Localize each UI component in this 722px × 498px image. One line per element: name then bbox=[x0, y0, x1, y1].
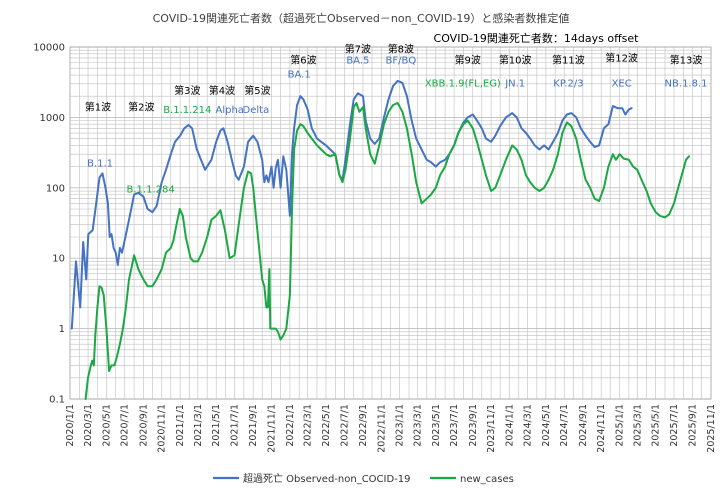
annotation-label: 第13波 bbox=[670, 54, 703, 67]
annotation-label: 第1波 bbox=[85, 101, 111, 114]
annotation-label: BA.1 bbox=[288, 69, 311, 80]
x-tick-label: 2025/5/1 bbox=[651, 404, 662, 447]
y-tick-label: 10 bbox=[52, 254, 65, 265]
new-cases-line bbox=[84, 102, 690, 400]
plot-area bbox=[69, 46, 712, 400]
x-tick-label: 2021/7/1 bbox=[230, 404, 241, 447]
annotation-label: B.1.1.214 bbox=[163, 105, 211, 116]
chart-title: COVID-19関連死亡者数（超過死亡Observed－non_COVID-19… bbox=[153, 11, 570, 25]
axes: 0.1 1 10 100 1000 10000 2020/1/1 2020/3/1 2020/5… bbox=[33, 43, 717, 453]
x-tick-label: 2020/3/1 bbox=[83, 404, 94, 447]
x-tick-label: 2022/3/1 bbox=[303, 404, 314, 447]
x-tick-label: 2020/7/1 bbox=[120, 404, 131, 447]
x-tick-label: 2020/11/1 bbox=[157, 404, 168, 453]
x-tick-label: 2020/5/1 bbox=[101, 404, 112, 447]
annotation-label: 第9波 bbox=[454, 54, 480, 67]
x-tick-label: 2023/7/1 bbox=[449, 404, 460, 447]
x-tick-label: 2022/7/1 bbox=[339, 404, 350, 447]
x-tick-label: 2020/9/1 bbox=[138, 404, 149, 447]
x-tick-label: 2022/9/1 bbox=[358, 404, 369, 447]
annotation-label: XBB.1.9(FL,EG) bbox=[425, 78, 501, 89]
annotation-label: B.1.1.284 bbox=[127, 184, 175, 195]
annotation-label: 第2波 bbox=[128, 101, 154, 114]
annotation-label: Delta bbox=[243, 105, 270, 116]
x-tick-label: 2023/9/1 bbox=[468, 404, 479, 447]
x-tick-label: 2023/11/1 bbox=[486, 404, 497, 453]
x-tick-label: 2024/11/1 bbox=[596, 404, 607, 453]
y-tick-label: 1 bbox=[59, 324, 65, 335]
annotation-label: 第5波 bbox=[244, 84, 270, 97]
annotation-label: 第12波 bbox=[605, 52, 638, 65]
x-tick-label: 2023/5/1 bbox=[431, 404, 442, 447]
x-tick-label: 2021/5/1 bbox=[211, 404, 222, 447]
x-tick-label: 2024/9/1 bbox=[578, 404, 589, 447]
x-tick-label: 2025/1/1 bbox=[615, 404, 626, 447]
annotation-label: NB.1.8.1 bbox=[665, 78, 708, 89]
annotation-label: 第10波 bbox=[499, 54, 532, 67]
annotations: 第1波 第2波 B.1.1 B.1.1.284 第3波 B.1.1.214 第4波 Alpha… bbox=[85, 42, 708, 195]
y-tick-label: 0.1 bbox=[49, 395, 65, 406]
chart-subtitle: COVID-19関連死亡者数：14days offset bbox=[434, 31, 640, 45]
legend-label-excess: 超過死亡 Observed-non_COCID-19 bbox=[243, 472, 411, 485]
annotation-label: 第11波 bbox=[552, 54, 585, 67]
x-tick-label: 2025/7/1 bbox=[669, 404, 680, 447]
x-tick-label: 2025/9/1 bbox=[688, 404, 699, 447]
x-tick-label: 2021/11/1 bbox=[267, 404, 278, 453]
legend-label-cases: new_cases bbox=[460, 474, 514, 485]
annotation-label: 第4波 bbox=[209, 84, 235, 97]
x-tick-label: 2022/5/1 bbox=[321, 404, 332, 447]
annotation-label: 第7波 bbox=[345, 42, 371, 55]
x-tick-label: 2023/1/1 bbox=[395, 404, 406, 447]
series bbox=[70, 79, 690, 400]
legend: 超過死亡 Observed-non_COCID-19 new_cases bbox=[213, 472, 514, 485]
grid bbox=[69, 46, 712, 400]
annotation-label: KP.2/3 bbox=[553, 78, 583, 89]
y-tick-label: 100 bbox=[46, 183, 65, 194]
x-tick-label: 2024/5/1 bbox=[541, 404, 552, 447]
annotation-label: XEC bbox=[612, 78, 632, 89]
x-tick-label: 2025/11/1 bbox=[706, 404, 717, 453]
annotation-label: JN.1 bbox=[504, 78, 525, 89]
annotation-label: BA.5 bbox=[346, 56, 369, 67]
annotation-label: Alpha bbox=[216, 105, 244, 116]
x-tick-label: 2023/3/1 bbox=[412, 404, 423, 447]
y-tick-label: 1000 bbox=[40, 113, 65, 124]
annotation-label: 第8波 bbox=[388, 42, 414, 55]
excess-deaths-line bbox=[70, 79, 633, 330]
x-tick-label: 2021/9/1 bbox=[248, 404, 259, 447]
x-tick-label: 2024/3/1 bbox=[523, 404, 534, 447]
annotation-label: 第6波 bbox=[290, 54, 316, 67]
x-tick-label: 2021/3/1 bbox=[193, 404, 204, 447]
annotation-label: 第3波 bbox=[174, 84, 200, 97]
x-tick-label: 2020/1/1 bbox=[65, 404, 76, 447]
x-tick-label: 2024/7/1 bbox=[559, 404, 570, 447]
annotation-label: BF/BQ bbox=[386, 56, 417, 67]
x-tick-label: 2024/1/1 bbox=[504, 404, 515, 447]
annotation-label: B.1.1 bbox=[87, 159, 113, 170]
x-tick-label: 2021/1/1 bbox=[175, 404, 186, 447]
x-tick-label: 2025/3/1 bbox=[632, 404, 643, 447]
x-tick-label: 2022/1/1 bbox=[285, 404, 296, 447]
y-tick-label: 10000 bbox=[33, 43, 65, 54]
x-tick-label: 2022/11/1 bbox=[376, 404, 387, 453]
